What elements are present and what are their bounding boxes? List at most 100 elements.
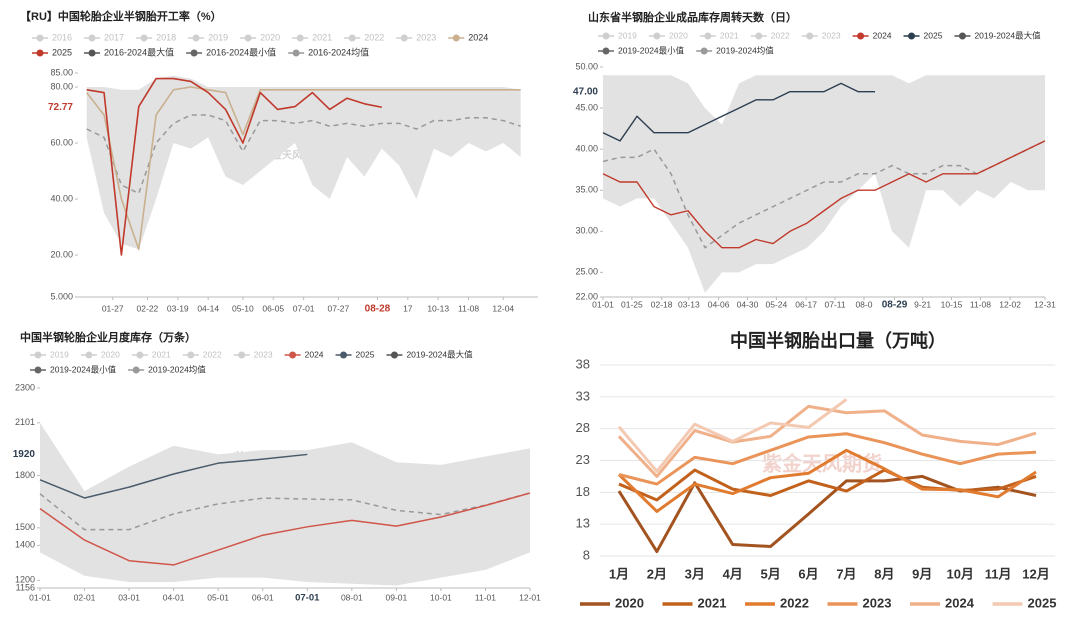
y-tick-label: 1156	[16, 582, 35, 592]
y-tick-label: 20.00	[50, 249, 73, 259]
legend-label: 2019-2024最小值	[618, 45, 685, 55]
legend-label: 2021	[698, 595, 727, 610]
y-tick-label: 18	[576, 484, 590, 499]
series-line	[618, 432, 1037, 486]
y-tick-label: 40.00	[575, 144, 598, 154]
legend-label: 2019	[618, 30, 637, 40]
y-tick-label: 33	[576, 388, 590, 403]
x-tick-label: 08-28	[365, 304, 391, 315]
y-tick-label: 1500	[15, 522, 35, 532]
legend-icon	[132, 366, 140, 374]
x-tick-label: 8月	[874, 566, 894, 581]
current-value-label: 72.77	[48, 102, 73, 113]
x-tick-label: 05-01	[207, 592, 229, 602]
legend-label: 2020	[101, 349, 120, 359]
y-tick-label: 30.00	[575, 226, 598, 236]
y-tick-label: 50.00	[575, 61, 598, 71]
legend-label: 2022	[771, 30, 790, 40]
x-tick-label: 05-10	[232, 303, 254, 313]
chart-title: 【RU】中国轮胎企业半钢胎开工率（%）	[20, 9, 222, 23]
legend-label: 2021	[312, 32, 332, 42]
legend-label: 2019	[50, 349, 69, 359]
legend-label: 2019-2024均值	[148, 364, 206, 374]
x-tick-label: 12月	[1022, 566, 1049, 581]
series-line	[617, 448, 1037, 513]
current-value-label: 1920	[13, 449, 36, 460]
y-tick-label: 22.00	[575, 291, 598, 301]
legend-label: 2019-2024最大值	[406, 349, 473, 359]
legend-icon	[296, 34, 304, 42]
series-line	[602, 140, 1046, 249]
series-line	[602, 140, 1046, 249]
y-tick-label: 25.00	[575, 267, 598, 277]
watermark: 紫金天风期货	[762, 451, 882, 475]
range-band	[86, 75, 521, 250]
x-tick-label: 09-01	[385, 592, 407, 602]
x-tick-label: 10-13	[427, 303, 449, 313]
legend-label: 2020	[615, 595, 644, 610]
legend-icon	[806, 32, 814, 40]
x-tick-label: 07-27	[328, 303, 350, 313]
x-tick-label: 01-01	[29, 592, 51, 602]
chart-title: 山东省半钢胎企业成品库存周转天数（日）	[588, 10, 797, 24]
x-tick-label: 02-18	[651, 299, 673, 309]
x-tick-label: 12-02	[999, 299, 1021, 309]
legend-icon	[187, 351, 195, 359]
legend-icon	[88, 34, 96, 42]
legend-label: 2023	[416, 32, 436, 42]
legend-label: 2018	[156, 32, 176, 42]
current-value-label: 47.00	[573, 86, 598, 97]
x-tick-label: 11-01	[475, 592, 496, 602]
legend-icon	[238, 351, 246, 359]
legend-label: 2019-2024均值	[716, 45, 774, 55]
x-tick-label: 4月	[723, 566, 743, 581]
x-tick-label: 10-01	[430, 592, 452, 602]
x-tick-label: 02-22	[137, 303, 159, 313]
legend-icon	[958, 32, 966, 40]
legend-label: 2025	[356, 349, 375, 359]
y-tick-label: 5.000	[50, 291, 73, 301]
legend-label: 2016-2024均值	[308, 46, 369, 57]
range-band	[603, 75, 1045, 293]
series-line	[39, 453, 308, 499]
legend-icon	[36, 49, 44, 57]
x-tick-label: 06-01	[252, 592, 274, 602]
legend-label: 2025	[924, 30, 943, 40]
x-tick-label: 9月	[912, 566, 932, 581]
x-tick-label: 01-25	[621, 299, 643, 309]
legend-icon	[700, 47, 708, 55]
y-tick-label: 35.00	[575, 185, 598, 195]
x-tick-label: 12-01	[519, 592, 541, 602]
y-tick-label: 1200	[15, 575, 35, 585]
legend-label: 2016-2024最小值	[206, 46, 276, 57]
x-tick-label: 12-04	[492, 303, 514, 313]
y-tick-label: 40.00	[50, 193, 73, 203]
x-tick-label: 07-01	[293, 303, 315, 313]
legend-label: 2024	[873, 30, 892, 40]
y-tick-label: 28	[576, 420, 590, 435]
legend-label: 2022	[203, 349, 222, 359]
legend-label: 2019-2024最大值	[974, 30, 1041, 40]
series-line	[86, 86, 521, 251]
x-tick-label: 01-01	[592, 299, 614, 309]
y-tick-label: 2300	[15, 382, 35, 392]
x-tick-label: 08-29	[882, 300, 908, 311]
legend-label: 2016-2024最大值	[104, 46, 174, 57]
x-tick-label: 04-30	[737, 299, 759, 309]
legend-icon	[755, 32, 763, 40]
x-tick-label: 6月	[798, 566, 818, 581]
x-tick-label: 04-14	[197, 303, 219, 313]
legend-label: 2019	[208, 32, 228, 42]
y-tick-label: 85.00	[50, 67, 73, 77]
y-tick-label: 60.00	[50, 137, 73, 147]
chart-title: 中国半钢胎出口量（万吨）	[730, 330, 946, 351]
legend-icon	[289, 351, 297, 359]
legend-icon	[88, 49, 96, 57]
x-tick-label: 08-0	[855, 299, 872, 309]
legend-icon	[653, 32, 661, 40]
legend-label: 2024	[468, 32, 488, 42]
series-line	[39, 492, 531, 566]
legend-icon	[136, 351, 144, 359]
legend-icon	[292, 49, 300, 57]
x-tick-label: 12-31	[1034, 299, 1056, 309]
